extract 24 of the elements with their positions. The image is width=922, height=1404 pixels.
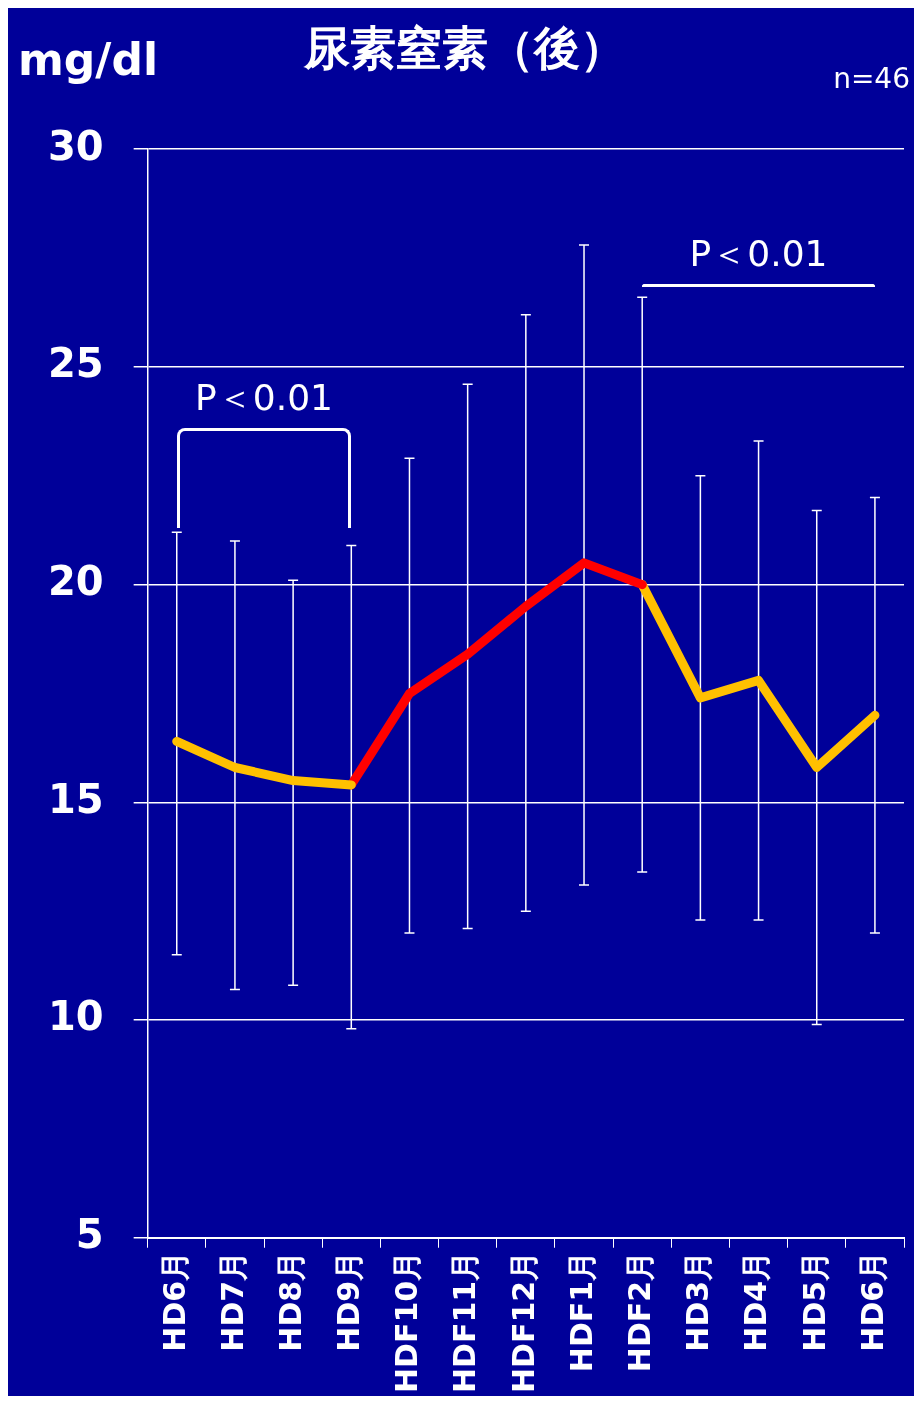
annotation: P＜0.01 <box>688 232 829 277</box>
annotation: P＜0.01 <box>194 375 334 420</box>
x-tick-label: HDF10月 <box>389 1250 425 1394</box>
chart-title: 尿素窒素（後） <box>303 20 626 75</box>
x-tick-label: HD7月 <box>214 1250 250 1352</box>
y-axis-title: mg/dl <box>18 34 158 85</box>
y-tick-label: 25 <box>47 340 104 387</box>
x-tick-label: HD8月 <box>272 1250 308 1352</box>
y-tick-label: 30 <box>47 122 104 169</box>
x-tick-label: HD5月 <box>796 1250 832 1352</box>
y-tick-label: 20 <box>47 558 104 605</box>
x-tick-label: HDF1月 <box>563 1250 599 1373</box>
x-tick-label: HD4月 <box>738 1250 774 1352</box>
x-tick-label: HD6月 <box>854 1250 890 1352</box>
x-tick-label: HDF12月 <box>505 1250 541 1394</box>
text: n=46 <box>833 62 910 95</box>
x-tick-label: HDF11月 <box>447 1250 483 1394</box>
x-tick-label: HDF2月 <box>622 1250 657 1373</box>
y-tick-label: 5 <box>75 1211 104 1258</box>
y-tick-label: 15 <box>47 775 104 822</box>
y-tick-label: 10 <box>47 993 104 1040</box>
x-tick-label: HD9月 <box>331 1250 367 1352</box>
x-tick-label: HD6月 <box>156 1250 192 1352</box>
x-tick-label: HD3月 <box>680 1250 716 1352</box>
